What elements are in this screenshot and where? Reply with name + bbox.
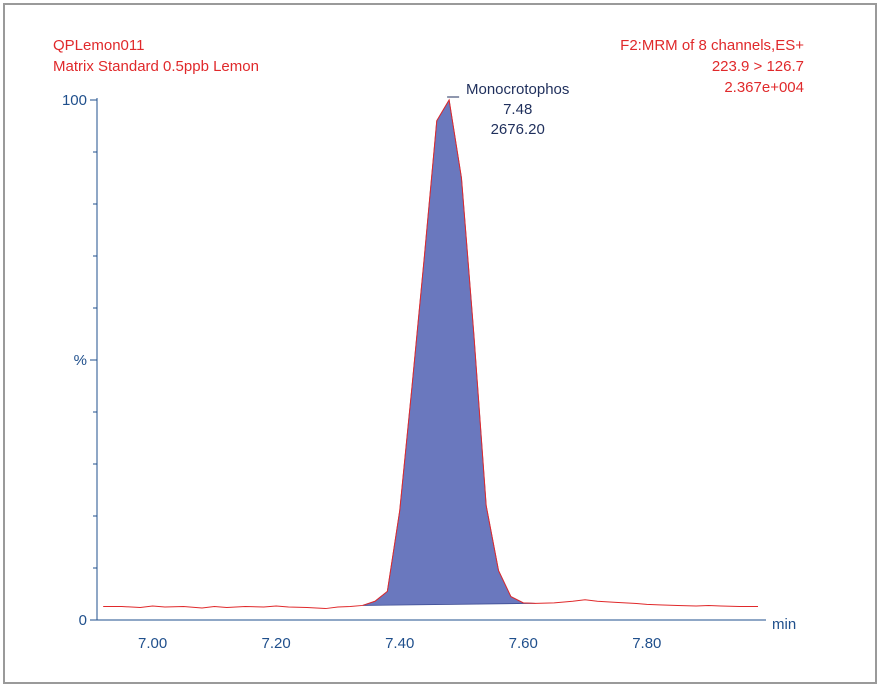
transition-label: 223.9 > 126.7 xyxy=(711,58,804,75)
x-tick-label: 7.80 xyxy=(632,635,661,652)
function-label: F2:MRM of 8 channels,ES+ xyxy=(620,37,804,54)
peak-annotation: Monocrotophos 7.48 2676.20 xyxy=(466,80,569,140)
integrated-peak-area xyxy=(362,98,536,606)
peak-compound-name: Monocrotophos xyxy=(466,81,570,98)
x-axis-title: min xyxy=(772,616,796,633)
x-tick-label: 7.40 xyxy=(385,635,414,652)
x-tick-label: 7.60 xyxy=(509,635,538,652)
peak-area: 2676.20 xyxy=(490,121,545,138)
x-tick-label: 7.00 xyxy=(138,635,167,652)
chromatogram-trace xyxy=(103,98,758,610)
sample-name: QPLemon011 xyxy=(53,37,145,54)
acquisition-info: F2:MRM of 8 channels,ES+ 223.9 > 126.7 2… xyxy=(620,35,804,98)
y-tick-label: % xyxy=(74,352,87,369)
intensity-label: 2.367e+004 xyxy=(724,79,804,96)
sample-description: Matrix Standard 0.5ppb Lemon xyxy=(53,58,259,75)
sample-info: QPLemon011 Matrix Standard 0.5ppb Lemon xyxy=(53,35,259,77)
peak-retention-time: 7.48 xyxy=(503,101,533,118)
x-tick-label: 7.20 xyxy=(262,635,291,652)
y-tick-label: 100 xyxy=(62,92,87,109)
y-tick-label: 0 xyxy=(79,612,87,629)
